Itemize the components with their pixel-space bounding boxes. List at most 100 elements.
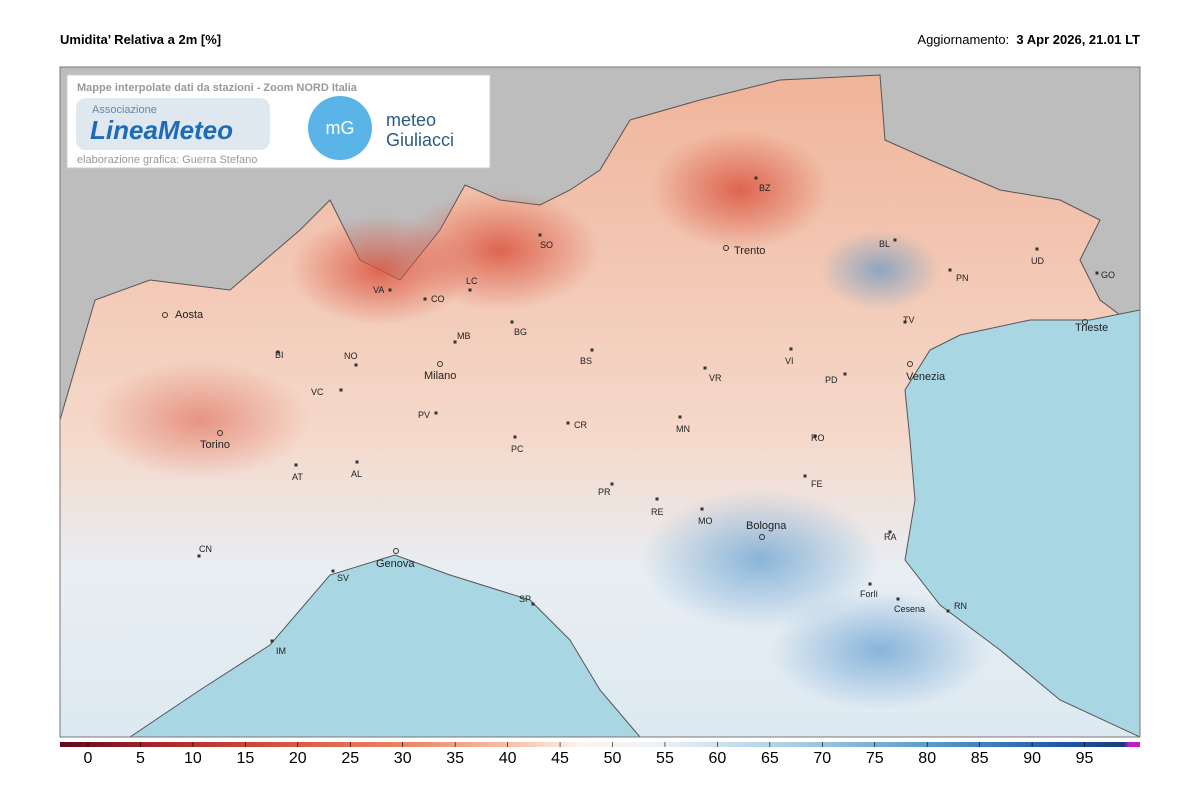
city-label: RE xyxy=(651,507,664,517)
colorbar-label: 5 xyxy=(136,750,145,767)
city-marker xyxy=(434,411,438,415)
colorbar-label: 70 xyxy=(813,750,831,767)
logo1-main: LineaMeteo xyxy=(90,115,233,145)
humidity-high xyxy=(770,590,990,710)
city-label: Trieste xyxy=(1075,322,1108,334)
map-frame xyxy=(59,66,1141,738)
city-marker xyxy=(893,238,897,242)
colorbar-label: 65 xyxy=(761,750,779,767)
city-label: CR xyxy=(574,420,587,430)
city-label: VR xyxy=(709,373,722,383)
city-marker xyxy=(566,421,570,425)
city-label: RA xyxy=(884,532,897,542)
city-label: AT xyxy=(292,472,303,482)
city-label: Genova xyxy=(376,558,415,570)
city-label: BG xyxy=(514,327,527,337)
city-label: Cesena xyxy=(894,604,925,614)
colorbar-label: 30 xyxy=(394,750,412,767)
city-label: VI xyxy=(785,356,794,366)
city-label: GO xyxy=(1101,270,1115,280)
city-label: MO xyxy=(698,516,713,526)
city-label: CO xyxy=(431,294,445,304)
logo2-line2: Giuliacci xyxy=(386,130,454,150)
city-label: RO xyxy=(811,433,825,443)
city-label: PD xyxy=(825,375,838,385)
city-marker xyxy=(270,639,274,643)
colorbar-label: 50 xyxy=(604,750,622,767)
city-marker xyxy=(162,312,168,318)
city-label: BS xyxy=(580,356,592,366)
city-marker xyxy=(468,288,472,292)
city-marker xyxy=(843,372,847,376)
colorbar-label: 45 xyxy=(551,750,569,767)
city-marker xyxy=(513,435,517,439)
city-label: PC xyxy=(511,444,524,454)
city-marker xyxy=(655,497,659,501)
city-label: VC xyxy=(311,387,324,397)
colorbar-label: 0 xyxy=(84,750,93,767)
city-marker xyxy=(453,340,457,344)
city-label: VA xyxy=(373,285,384,295)
city-marker xyxy=(1035,247,1039,251)
colorbar-label: 15 xyxy=(236,750,254,767)
city-marker xyxy=(803,474,807,478)
city-marker xyxy=(437,361,443,367)
city-marker xyxy=(1095,271,1099,275)
colorbar-label: 85 xyxy=(971,750,989,767)
city-label: IM xyxy=(276,646,286,656)
city-marker xyxy=(331,569,335,573)
map-title: Umidita’ Relativa a 2m [%] xyxy=(60,32,222,47)
update-label: Aggiornamento: xyxy=(917,32,1010,47)
humidity-high xyxy=(640,490,880,630)
city-marker xyxy=(393,548,399,554)
city-marker xyxy=(538,233,542,237)
city-label: FE xyxy=(811,479,823,489)
colorbar-label: 35 xyxy=(446,750,464,767)
city-label: Forlì xyxy=(860,589,878,599)
italy xyxy=(60,74,1140,737)
colorbar-label: 60 xyxy=(709,750,727,767)
city-label: AL xyxy=(351,469,362,479)
city-marker xyxy=(388,288,392,292)
city-marker xyxy=(1082,319,1088,325)
city-marker xyxy=(759,534,765,540)
city-marker xyxy=(888,530,892,534)
city-marker xyxy=(754,176,758,180)
city-label: Aosta xyxy=(175,309,204,321)
logo1-top: Associazione xyxy=(92,104,157,116)
city-marker xyxy=(946,609,950,613)
logo2-badge: mG xyxy=(326,118,355,138)
humidity-low xyxy=(290,215,470,325)
city-marker xyxy=(294,463,298,467)
city-marker xyxy=(789,347,793,351)
terrain xyxy=(60,67,1140,737)
city-label: SO xyxy=(540,240,553,250)
city-marker xyxy=(355,460,359,464)
humidity-low xyxy=(650,130,830,250)
city-marker xyxy=(276,350,280,354)
ligurian-sea xyxy=(60,554,641,737)
city-marker xyxy=(354,363,358,367)
city-marker xyxy=(907,361,913,367)
logo1 xyxy=(76,98,270,150)
city-label: Venezia xyxy=(906,371,946,383)
city-marker xyxy=(217,430,223,436)
city-label: PR xyxy=(598,487,611,497)
city-marker xyxy=(531,602,535,606)
city-marker xyxy=(868,582,872,586)
city-label: PN xyxy=(956,273,969,283)
city-label: CN xyxy=(199,544,212,554)
city-marker xyxy=(197,554,201,558)
city-marker xyxy=(423,297,427,301)
colorbar-label: 25 xyxy=(341,750,359,767)
humidity-low xyxy=(90,360,310,480)
city-marker xyxy=(903,320,907,324)
city-marker xyxy=(813,434,817,438)
logo2-line1: meteo xyxy=(386,110,436,130)
city-marker xyxy=(339,388,343,392)
update: Aggiornamento: 3 Apr 2026, 21.01 LT xyxy=(917,32,1140,47)
city-label: MN xyxy=(676,424,690,434)
city-label: SV xyxy=(337,573,349,583)
city-label: Bologna xyxy=(746,520,787,532)
